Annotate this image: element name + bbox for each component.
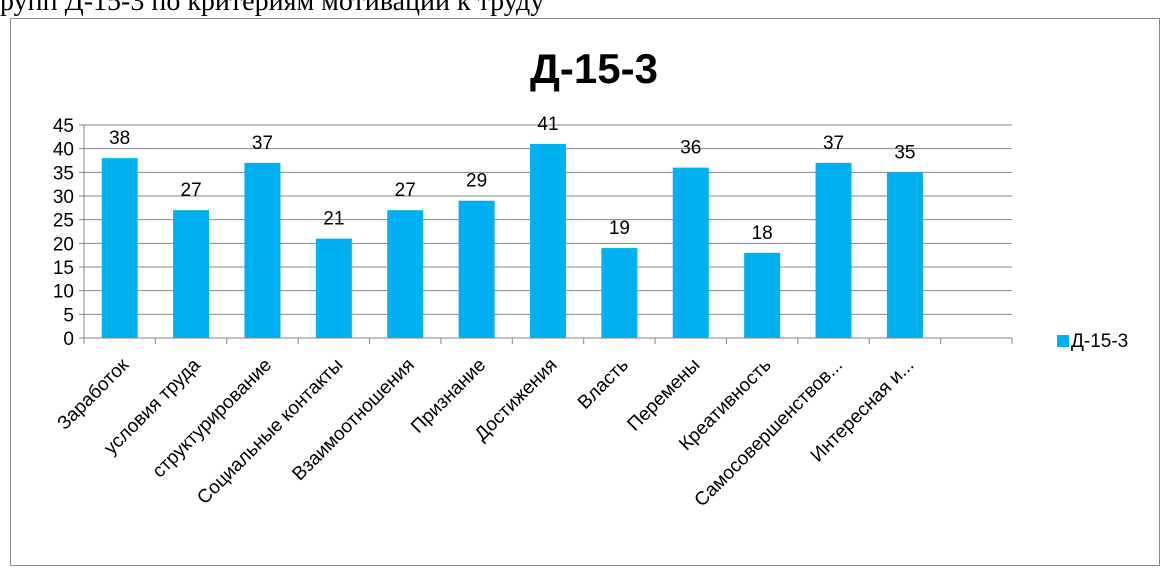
data-label: 37 (252, 133, 273, 154)
data-label: 18 (752, 223, 773, 244)
bar (458, 200, 495, 338)
category-label: структурирование (149, 355, 276, 482)
data-label: 41 (537, 114, 558, 135)
data-label: 29 (466, 171, 487, 192)
data-label: 21 (323, 209, 344, 230)
legend-label: Д-15-3 (1071, 331, 1128, 352)
data-label: 35 (894, 142, 915, 163)
caption-text: рупп Д-15-3 по критериям мотивации к тру… (0, 0, 545, 17)
bar (315, 238, 352, 338)
legend-swatch (1057, 335, 1069, 347)
y-tick-label: 30 (53, 187, 74, 208)
data-label: 36 (680, 138, 701, 159)
bar (173, 210, 210, 338)
category-label: Взаимоотношения (288, 355, 418, 485)
category-label: Самосовершенствов... (691, 355, 847, 511)
data-label: 27 (181, 180, 202, 201)
y-tick-label: 20 (53, 234, 74, 255)
data-label: 19 (609, 218, 630, 239)
bar (815, 162, 852, 338)
bar (101, 158, 138, 338)
data-label: 37 (823, 133, 844, 154)
y-tick-label: 40 (53, 140, 74, 161)
page-caption: рупп Д-15-3 по критериям мотивации к тру… (0, 0, 1162, 18)
y-tick-label: 0 (63, 329, 74, 350)
bar (886, 172, 923, 338)
y-tick-label: 45 (53, 116, 74, 137)
bar (387, 210, 424, 338)
bar (601, 248, 638, 338)
category-label: Социальные контакты (193, 355, 347, 509)
bar-layer (101, 143, 923, 338)
bar (672, 167, 709, 338)
y-tick-label: 35 (53, 163, 74, 184)
bar (244, 162, 281, 338)
legend: Д-15-3 (1057, 331, 1128, 352)
chart-title: Д-15-3 (530, 45, 658, 92)
category-label: Власть (574, 355, 633, 414)
y-tick-label: 15 (53, 258, 74, 279)
y-tick-label: 25 (53, 211, 74, 232)
y-tick-label: 5 (63, 305, 74, 326)
bar (744, 252, 781, 338)
y-tick-label: 10 (53, 282, 74, 303)
bar (530, 143, 566, 338)
data-label: 27 (395, 180, 416, 201)
data-label: 38 (109, 128, 130, 149)
